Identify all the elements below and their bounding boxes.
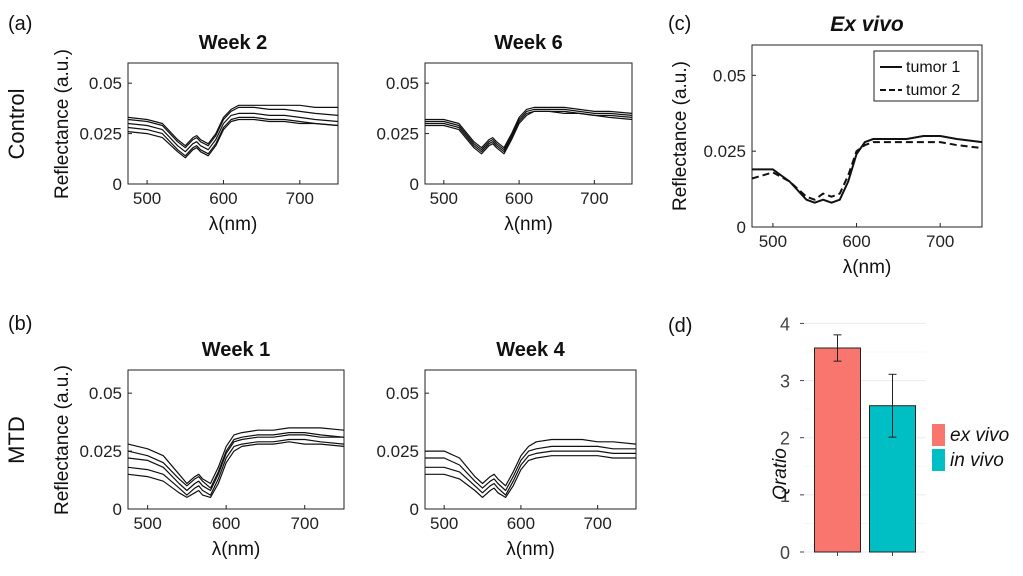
series-line-2 bbox=[127, 116, 339, 157]
x-axis-label: λ(nm) bbox=[506, 539, 555, 560]
chart-title: Week 4 bbox=[496, 339, 565, 361]
series-line-3 bbox=[425, 455, 636, 498]
x-tick-label: 600 bbox=[212, 514, 240, 533]
y-tick-label: 0.025 bbox=[703, 142, 746, 161]
legend-label: tumor 2 bbox=[906, 82, 960, 99]
y-tick-label: 0.05 bbox=[89, 74, 122, 93]
x-tick-label: 600 bbox=[507, 514, 535, 533]
y-tick-label: 0 bbox=[410, 500, 419, 519]
y-tick-label: 1 bbox=[780, 486, 790, 506]
y-axis-label: Qratio bbox=[770, 448, 791, 500]
x-tick-label: 700 bbox=[286, 189, 314, 208]
x-tick-label: 600 bbox=[209, 189, 237, 208]
chart-title: Ex vivo bbox=[830, 13, 904, 36]
series-line-3 bbox=[425, 106, 633, 149]
x-axis-label: λ(nm) bbox=[504, 214, 553, 235]
y-tick-label: 0 bbox=[737, 218, 746, 237]
legend-label: ex vivo bbox=[950, 425, 1009, 446]
series-line-2 bbox=[751, 141, 983, 201]
series-line-4 bbox=[127, 441, 345, 498]
x-tick-label: 500 bbox=[430, 189, 458, 208]
series-line-1 bbox=[127, 112, 339, 153]
y-tick-label: 0.05 bbox=[386, 74, 419, 93]
x-axis-label: λ(nm) bbox=[209, 214, 258, 235]
y-tick-label: 3 bbox=[780, 372, 790, 392]
panel-label: (c) bbox=[668, 13, 691, 35]
series-line-4 bbox=[127, 118, 339, 159]
x-tick-label: 700 bbox=[583, 514, 611, 533]
legend-swatch bbox=[932, 449, 945, 471]
series-line-1 bbox=[752, 135, 983, 204]
panel-label: (d) bbox=[668, 315, 692, 337]
legend-swatch bbox=[932, 424, 945, 446]
chart-title: Week 6 bbox=[494, 32, 563, 54]
y-axis-label: Reflectance (a.u.) bbox=[670, 61, 691, 211]
x-tick-label: 600 bbox=[505, 189, 533, 208]
x-axis-label: λ(nm) bbox=[843, 257, 892, 278]
x-tick-label: 700 bbox=[580, 189, 608, 208]
x-tick-label: 700 bbox=[291, 514, 319, 533]
series-line-1 bbox=[425, 108, 633, 151]
y-tick-label: 0 bbox=[780, 543, 790, 563]
y-tick-label: 0 bbox=[113, 175, 122, 194]
series-line-1 bbox=[127, 427, 345, 485]
series-line-5 bbox=[127, 104, 338, 147]
y-tick-label: 0.05 bbox=[713, 66, 746, 85]
series-line-4 bbox=[425, 110, 633, 155]
x-tick-label: 500 bbox=[133, 514, 161, 533]
y-axis-label: Reflectance (a.u.) bbox=[52, 49, 73, 199]
panel-label: (b) bbox=[8, 313, 32, 335]
x-axis-label: λ(nm) bbox=[212, 539, 261, 560]
x-tick-label: 500 bbox=[759, 232, 787, 251]
legend-label: tumor 1 bbox=[906, 59, 960, 76]
y-tick-label: 0 bbox=[113, 500, 122, 519]
series-line-3 bbox=[127, 438, 345, 496]
x-tick-label: 500 bbox=[430, 514, 458, 533]
chart-title: Week 2 bbox=[199, 32, 268, 54]
y-tick-label: 0.05 bbox=[386, 384, 419, 403]
y-tick-label: 0.025 bbox=[376, 442, 419, 461]
chart-title: Week 1 bbox=[202, 339, 271, 361]
legend-box bbox=[873, 50, 979, 102]
series-line-2 bbox=[425, 450, 636, 496]
y-tick-label: 0 bbox=[410, 175, 419, 194]
y-tick-label: 2 bbox=[780, 429, 790, 449]
y-tick-label: 0.025 bbox=[79, 125, 122, 144]
y-axis-label: Reflectance (a.u.) bbox=[52, 365, 73, 515]
plot-frame bbox=[424, 369, 637, 510]
y-tick-label: 4 bbox=[780, 314, 790, 334]
row-label: Control bbox=[4, 89, 29, 160]
plot-frame bbox=[424, 62, 633, 185]
series-line-3 bbox=[127, 106, 339, 149]
panel-label: (a) bbox=[8, 13, 32, 35]
x-tick-label: 600 bbox=[842, 232, 870, 251]
row-label: MTD bbox=[4, 416, 29, 464]
legend-label: in vivo bbox=[950, 450, 1004, 471]
y-tick-label: 0.025 bbox=[79, 442, 122, 461]
series-line-2 bbox=[127, 434, 344, 492]
y-tick-label: 0.025 bbox=[376, 125, 419, 144]
series-line-5 bbox=[127, 432, 345, 489]
x-tick-label: 500 bbox=[133, 189, 161, 208]
series-line-4 bbox=[425, 438, 637, 487]
series-line-1 bbox=[425, 445, 636, 492]
y-tick-label: 0.05 bbox=[89, 384, 122, 403]
bar-1 bbox=[814, 347, 861, 553]
x-tick-label: 700 bbox=[926, 232, 954, 251]
